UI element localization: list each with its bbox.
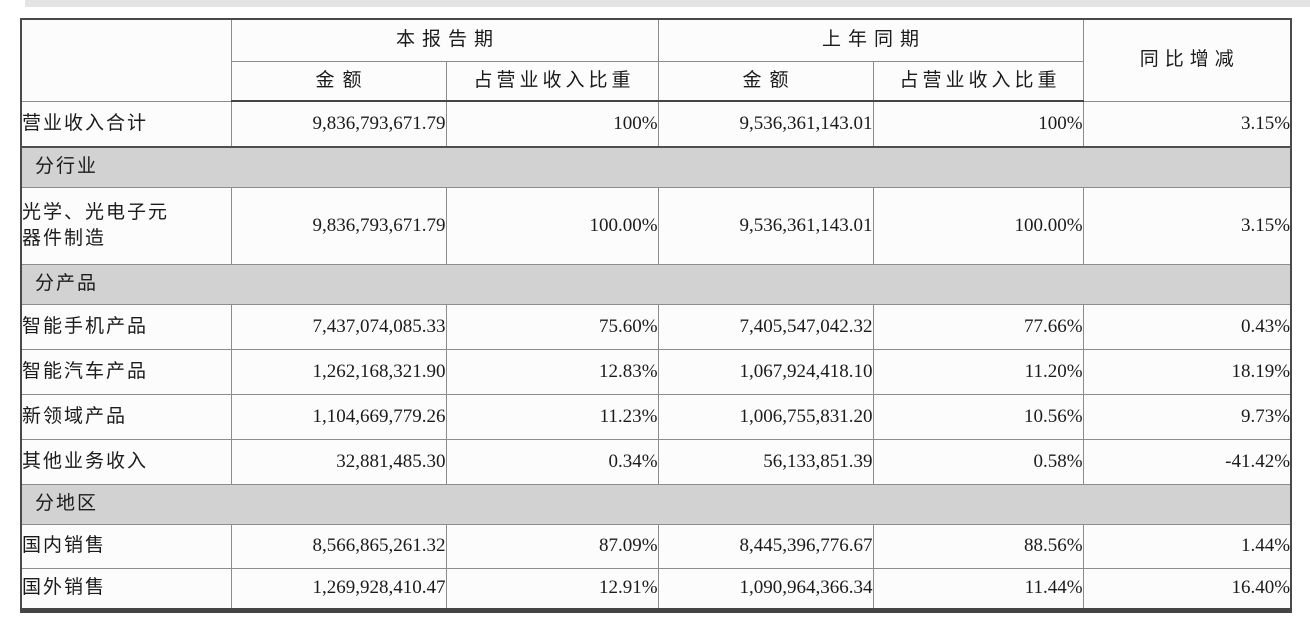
prior-ratio-cell: 10.56% xyxy=(872,393,1084,440)
section-row-by-product: 分产品 xyxy=(20,263,1292,305)
header-prior-amount: 金额 xyxy=(657,60,874,102)
table-row-total: 营业收入合计 9,836,793,671.79 100% 9,536,361,1… xyxy=(20,100,1292,148)
current-ratio-cell: 100% xyxy=(445,100,659,148)
current-amount-cell: 8,566,865,261.32 xyxy=(230,523,447,569)
row-label: 国外销售 xyxy=(20,567,232,611)
section-label: 分产品 xyxy=(20,263,1292,305)
prior-amount-cell: 1,067,924,418.10 xyxy=(657,348,874,395)
table-row: 新领域产品 1,104,669,779.26 11.23% 1,006,755,… xyxy=(20,393,1292,440)
row-label: 光学、光电子元 器件制造 xyxy=(20,186,232,265)
current-amount-cell: 9,836,793,671.79 xyxy=(230,186,447,265)
header-current-ratio: 占营业收入比重 xyxy=(445,60,659,102)
prior-ratio-cell: 88.56% xyxy=(872,523,1084,569)
current-ratio-cell: 87.09% xyxy=(445,523,659,569)
row-label: 国内销售 xyxy=(20,523,232,569)
prior-ratio-cell: 11.20% xyxy=(872,348,1084,395)
yoy-cell: 9.73% xyxy=(1082,393,1292,440)
page-top-strip xyxy=(25,0,1310,7)
prior-amount-cell: 1,090,964,366.34 xyxy=(657,567,874,611)
section-label: 分行业 xyxy=(20,146,1292,188)
yoy-cell: 18.19% xyxy=(1082,348,1292,395)
row-label: 智能手机产品 xyxy=(20,303,232,350)
yoy-cell: -41.42% xyxy=(1082,438,1292,485)
prior-ratio-cell: 100.00% xyxy=(872,186,1084,265)
table-row: 国内销售 8,566,865,261.32 87.09% 8,445,396,7… xyxy=(20,523,1292,569)
prior-amount-cell: 1,006,755,831.20 xyxy=(657,393,874,440)
current-amount-cell: 1,262,168,321.90 xyxy=(230,348,447,395)
yoy-cell: 0.43% xyxy=(1082,303,1292,350)
table-header-row-subcolumns: 金额 占营业收入比重 金额 占营业收入比重 xyxy=(21,60,1291,102)
table-row: 国外销售 1,269,928,410.47 12.91% 1,090,964,3… xyxy=(20,567,1292,611)
revenue-breakdown-table: 本报告期 上年同期 同比增减 金额 占营业收入比重 金额 占营业收入比重 营业收… xyxy=(20,18,1293,613)
section-row-by-region: 分地区 xyxy=(20,483,1292,525)
table-row: 智能汽车产品 1,262,168,321.90 12.83% 1,067,924… xyxy=(20,348,1292,395)
header-current-period: 本报告期 xyxy=(230,18,659,62)
table-row: 光学、光电子元 器件制造 9,836,793,671.79 100.00% 9,… xyxy=(20,186,1292,265)
current-amount-cell: 1,269,928,410.47 xyxy=(230,567,447,611)
section-label: 分地区 xyxy=(20,483,1292,525)
prior-ratio-cell: 77.66% xyxy=(872,303,1084,350)
section-row-by-industry: 分行业 xyxy=(20,146,1292,188)
current-ratio-cell: 11.23% xyxy=(445,393,659,440)
current-amount-cell: 7,437,074,085.33 xyxy=(230,303,447,350)
current-amount-cell: 1,104,669,779.26 xyxy=(230,393,447,440)
current-ratio-cell: 0.34% xyxy=(445,438,659,485)
prior-ratio-cell: 0.58% xyxy=(872,438,1084,485)
current-amount-cell: 32,881,485.30 xyxy=(230,438,447,485)
prior-amount-cell: 9,536,361,143.01 xyxy=(657,186,874,265)
yoy-cell: 16.40% xyxy=(1082,567,1292,611)
header-prior-period: 上年同期 xyxy=(657,18,1084,62)
row-label: 其他业务收入 xyxy=(20,438,232,485)
table-header-row-groups: 本报告期 上年同期 同比增减 xyxy=(20,18,1292,102)
prior-amount-cell: 8,445,396,776.67 xyxy=(657,523,874,569)
header-yoy: 同比增减 xyxy=(1082,18,1292,102)
header-prior-ratio: 占营业收入比重 xyxy=(872,60,1084,102)
yoy-cell: 3.15% xyxy=(1082,186,1292,265)
header-current-amount: 金额 xyxy=(230,60,447,102)
current-ratio-cell: 12.83% xyxy=(445,348,659,395)
prior-amount-cell: 9,536,361,143.01 xyxy=(657,100,874,148)
current-ratio-cell: 100.00% xyxy=(445,186,659,265)
current-ratio-cell: 75.60% xyxy=(445,303,659,350)
prior-amount-cell: 7,405,547,042.32 xyxy=(657,303,874,350)
current-ratio-cell: 12.91% xyxy=(445,567,659,611)
prior-amount-cell: 56,133,851.39 xyxy=(657,438,874,485)
current-amount-cell: 9,836,793,671.79 xyxy=(230,100,447,148)
table-row: 智能手机产品 7,437,074,085.33 75.60% 7,405,547… xyxy=(20,303,1292,350)
row-label: 营业收入合计 xyxy=(20,100,232,148)
prior-ratio-cell: 100% xyxy=(872,100,1084,148)
prior-ratio-cell: 11.44% xyxy=(872,567,1084,611)
header-corner-cell xyxy=(20,18,232,102)
row-label: 新领域产品 xyxy=(20,393,232,440)
yoy-cell: 1.44% xyxy=(1082,523,1292,569)
table-row: 其他业务收入 32,881,485.30 0.34% 56,133,851.39… xyxy=(20,438,1292,485)
yoy-cell: 3.15% xyxy=(1082,100,1292,148)
row-label: 智能汽车产品 xyxy=(20,348,232,395)
